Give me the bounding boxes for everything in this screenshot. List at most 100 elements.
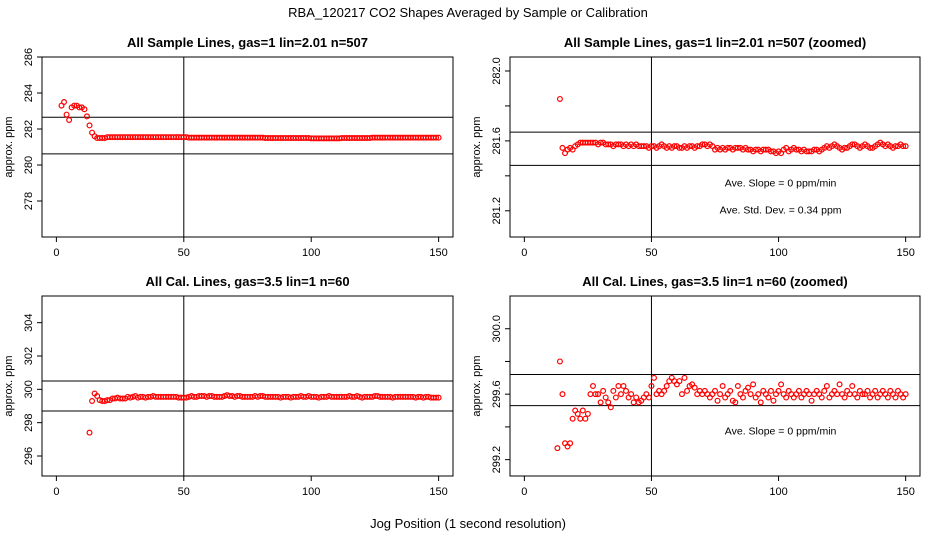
panel-4-point [859, 391, 866, 398]
panel-3-y-tick-label: 298 [23, 413, 35, 431]
panel-1-point [71, 102, 78, 109]
panel-3-point [89, 398, 96, 405]
panel-4-point [765, 394, 772, 401]
panel-4-y-axis-label: approx. ppm [471, 355, 483, 416]
panel-4-point [808, 397, 815, 404]
panel-4-point [661, 387, 668, 394]
panel-1-x-tick-label: 150 [429, 247, 447, 259]
panel-2-point [900, 143, 907, 150]
panel-3-y-axis-label: approx. ppm [3, 355, 15, 416]
panel-4-point [607, 404, 614, 411]
panel-3-x-tick-label: 150 [429, 486, 447, 498]
panel-4-point [589, 383, 596, 390]
panel-4-point [778, 381, 785, 388]
panel-2-point [559, 144, 566, 151]
panel-4-point [579, 407, 586, 414]
panel-4-point [755, 391, 762, 398]
panel-4-point [597, 399, 604, 406]
panel-4-point [648, 383, 655, 390]
panel-4-point [864, 387, 871, 394]
panel-3-point [435, 394, 442, 401]
panel-3-x-tick-label: 50 [178, 486, 190, 498]
panel-4-point [595, 391, 602, 398]
panel-4-point [841, 394, 848, 401]
panel-4-point [884, 394, 891, 401]
panel-2-point [752, 146, 759, 153]
panel-4-point [633, 394, 640, 401]
panel-4-point [620, 383, 627, 390]
panel-1-point [81, 106, 88, 113]
panel-1-y-tick-label: 282 [23, 120, 35, 138]
panel-4-point [795, 387, 802, 394]
panel-4-point [691, 384, 698, 391]
panel-4-point [872, 387, 879, 394]
panel-2-y-tick-label: 282.0 [491, 57, 503, 85]
panel-4-x-tick-label: 150 [896, 486, 914, 498]
panel-1-y-tick-label: 278 [23, 192, 35, 210]
panel-2-point [615, 141, 622, 148]
panel-3-x-tick-label: 100 [302, 486, 320, 498]
panel-3-point [104, 397, 111, 404]
panel-4-point [602, 394, 609, 401]
panel-2-title: All Sample Lines, gas=1 lin=2.01 n=507 (… [564, 35, 866, 50]
panel-1-point [63, 111, 70, 118]
panel-4-point [556, 358, 563, 365]
panel-2-point [892, 143, 899, 150]
panel-2-frame [509, 56, 921, 238]
panel-1-point [83, 113, 90, 120]
panel-3-point [94, 393, 101, 400]
panel-4-point [582, 415, 589, 422]
panel-4-point [612, 394, 619, 401]
panel-4-point [577, 415, 584, 422]
panel-1-point [66, 116, 73, 123]
panel-4-y-tick-label: 299.6 [491, 380, 503, 408]
panel-3-y-tick-label: 304 [23, 313, 35, 331]
panel-2-point [648, 143, 655, 150]
panel-2-x-tick-label: 100 [769, 247, 787, 259]
panel-3-y-tick-label: 300 [23, 380, 35, 398]
panel-4-point [732, 399, 739, 406]
panel-4-point [902, 391, 909, 398]
panel-4-point [818, 394, 825, 401]
panel-1-y-tick-label: 280 [23, 156, 35, 174]
panel-4-point [610, 387, 617, 394]
panel-4-point [600, 387, 607, 394]
panel-2-point [762, 146, 769, 153]
panel-1-point [61, 98, 68, 105]
panel-4-point [770, 397, 777, 404]
panel-4-x-tick-label: 50 [645, 486, 657, 498]
panel-1-y-axis-label: approx. ppm [3, 116, 15, 177]
panel-4-point [836, 381, 843, 388]
panel-1-x-tick-label: 0 [53, 247, 59, 259]
panel-2-y-tick-label: 281.6 [491, 127, 503, 155]
panel-1-x-tick-label: 50 [178, 247, 190, 259]
panel-2-point [811, 146, 818, 153]
panel-3-title: All Cal. Lines, gas=3.5 lin=1 n=60 [145, 274, 349, 289]
panel-4-point [717, 391, 724, 398]
panel-4-point [821, 387, 828, 394]
panel-1-x-tick-label: 100 [302, 247, 320, 259]
panel-4-point [559, 391, 566, 398]
panel-4-point [605, 399, 612, 406]
panel-4-point [645, 394, 652, 401]
panel-4-point [892, 394, 899, 401]
panel-4-point [734, 383, 741, 390]
panel-4-point [757, 399, 764, 406]
page-title: RBA_120217 CO2 Shapes Averaged by Sample… [288, 5, 648, 20]
panel-4-point [711, 387, 718, 394]
panel-4-point [719, 383, 726, 390]
panel-2-point [676, 144, 683, 151]
panel-4-point [617, 391, 624, 398]
panel-2-point [767, 148, 774, 155]
panel-4-point [745, 384, 752, 391]
panel-4-point [676, 378, 683, 385]
panel-3-point [119, 395, 126, 402]
panel-4-point [587, 391, 594, 398]
panel-1-title: All Sample Lines, gas=1 lin=2.01 n=507 [127, 35, 368, 50]
panel-4-point [747, 391, 754, 398]
panel-4-x-tick-label: 0 [521, 486, 527, 498]
panel-2-x-tick-label: 50 [645, 247, 657, 259]
panel-2-point [724, 144, 731, 151]
panel-4-point [854, 394, 861, 401]
